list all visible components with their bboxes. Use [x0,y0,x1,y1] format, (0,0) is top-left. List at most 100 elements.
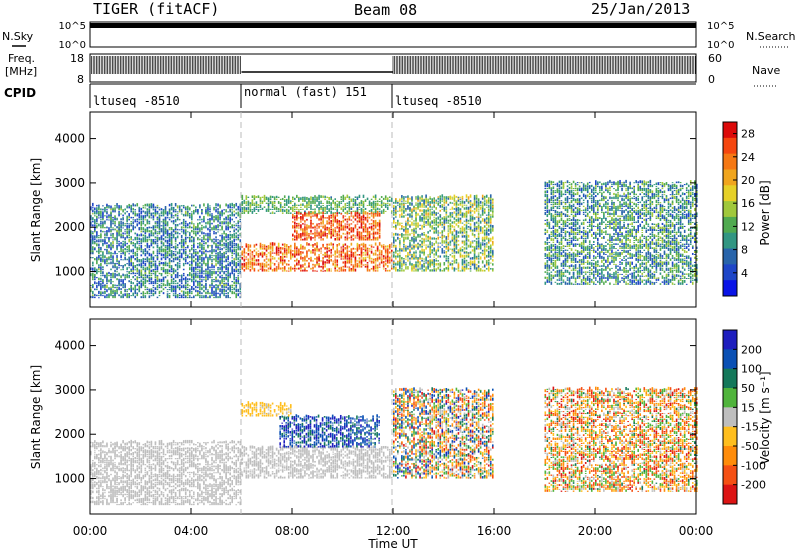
heatmap-cell [249,262,252,266]
heatmap-cell [348,245,351,248]
heatmap-cell [116,206,118,209]
heatmap-cell [136,247,139,251]
heatmap-cell [292,196,294,200]
heatmap-cell [465,224,468,228]
heatmap-cell [441,240,444,242]
heatmap-cell [352,234,355,237]
heatmap-cell [300,224,302,227]
heatmap-cell [334,201,337,204]
heatmap-cell [378,263,381,266]
heatmap-cell [223,237,225,241]
heatmap-cell [136,283,139,287]
heatmap-cell [166,293,169,297]
heatmap-cell [386,256,389,260]
heatmap-cell [197,237,199,241]
heatmap-cell [215,255,217,259]
heatmap-cell [283,243,286,246]
heatmap-cell [475,216,478,218]
heatmap-cell [124,208,126,211]
heatmap-cell [146,236,149,239]
heatmap-cell [96,218,98,221]
heatmap-cell [360,204,363,206]
heatmap-cell [92,290,94,295]
heatmap-cell [114,262,116,267]
heatmap-cell [477,240,480,244]
heatmap-cell [235,235,238,237]
heatmap-cell [356,215,359,219]
heatmap-cell [401,208,403,212]
heatmap-cell [461,240,464,242]
heatmap-cell [441,226,444,228]
heatmap-cell [203,218,205,221]
heatmap-cell [368,244,371,246]
heatmap-cell [324,195,326,198]
heatmap-cell [158,216,161,219]
heatmap-cell [241,203,244,206]
heatmap-cell [152,212,155,215]
heatmap-cell [292,253,294,256]
heatmap-cell [164,216,167,219]
heatmap-cell [140,259,143,263]
heatmap-cell [207,236,209,239]
heatmap-cell [164,269,167,273]
heatmap-cell [102,217,104,221]
heatmap-cell [104,295,106,299]
heatmap-cell [130,258,132,261]
heatmap-cell [124,285,126,289]
heatmap-cell [130,223,132,225]
heatmap-cell [199,274,201,279]
heatmap-cell [154,263,157,267]
heatmap-cell [191,218,193,221]
heatmap-cell [158,290,161,295]
heatmap-cell [364,225,367,229]
heatmap-cell [390,258,393,260]
heatmap-cell [287,260,290,262]
heatmap-cell [188,249,191,251]
heatmap-cell [104,236,106,239]
heatmap-cell [397,260,399,264]
heatmap-cell [279,250,282,254]
heatmap-cell [298,227,300,229]
heatmap-cell [191,247,193,251]
heatmap-cell [120,245,122,249]
heatmap-cell [211,257,213,259]
heatmap-cell [447,261,450,264]
heatmap-cell [320,234,322,237]
heatmap-cell [168,217,171,219]
heatmap-cell [199,294,201,297]
heatmap-cell [221,282,223,285]
heatmap-cell [364,218,367,221]
heatmap-cell [138,281,141,285]
heatmap-cell [340,225,343,229]
heatmap-cell [160,267,163,269]
heatmap-cell [219,221,221,223]
heatmap-cell [255,253,258,256]
heatmap-cell [378,256,381,258]
heatmap-cell [221,278,223,281]
heatmap-cell [308,214,310,217]
heatmap-cell [346,223,349,225]
heatmap-cell [229,249,231,253]
heatmap-cell [243,206,246,210]
heatmap-cell [298,199,300,202]
heatmap-cell [134,295,137,299]
heatmap-cell [130,285,132,287]
heatmap-cell [156,206,159,209]
heatmap-cell [152,225,155,229]
heatmap-cell [441,204,444,206]
heatmap-cell [170,220,173,223]
heatmap-cell [316,246,318,250]
heatmap-cell [160,240,163,243]
heatmap-cell [207,227,209,231]
heatmap-cell [423,214,425,218]
heatmap-cell [479,256,482,260]
heatmap-cell [340,207,343,210]
heatmap-cell [217,247,219,251]
heatmap-cell [261,267,264,270]
heatmap-cell [459,248,462,252]
heatmap-cell [302,264,304,266]
heatmap-cell [477,212,480,214]
heatmap-cell [227,211,229,213]
heatmap-cell [395,268,397,272]
heatmap-cell [92,241,94,245]
